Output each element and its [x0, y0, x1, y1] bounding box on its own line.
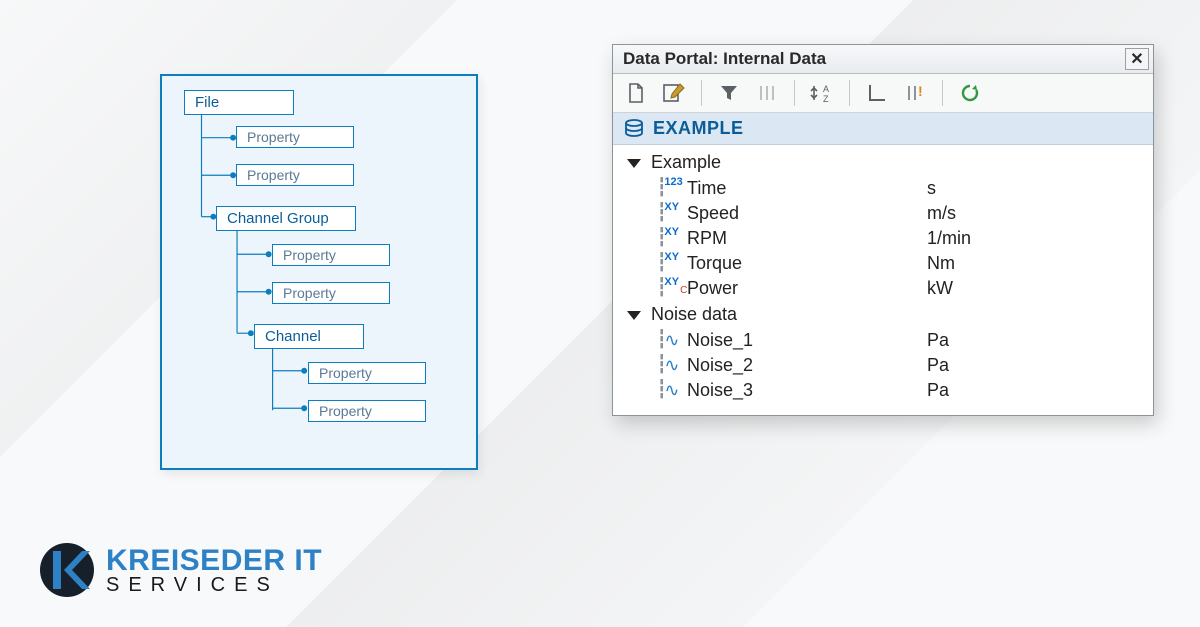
refresh-icon[interactable]	[957, 80, 983, 106]
close-icon: ✕	[1130, 49, 1143, 69]
group-name: Example	[651, 152, 721, 173]
waveform-channel-icon: ▮▮▮∿	[659, 330, 687, 351]
waveform-channel-icon: ▮▮▮∿	[659, 355, 687, 376]
data-portal-panel: Data Portal: Internal Data ✕ AZ !	[612, 44, 1154, 416]
close-button[interactable]: ✕	[1125, 48, 1149, 70]
sort-az-icon[interactable]: AZ	[809, 80, 835, 106]
channel-name: Power	[687, 278, 927, 299]
node-property: Property	[308, 400, 426, 422]
node-file: File	[184, 90, 294, 115]
channel-unit: Pa	[927, 355, 949, 376]
node-channel-group: Channel Group	[216, 206, 356, 231]
validate-icon[interactable]: !	[902, 80, 928, 106]
channel-row[interactable]: ▮▮▮123 Time s	[613, 176, 1153, 201]
channel-name: Noise_3	[687, 380, 927, 401]
channel-name: Speed	[687, 203, 927, 224]
brand-logo: KREISEDER IT SERVICES	[38, 541, 322, 599]
channel-unit: m/s	[927, 203, 956, 224]
axes-icon[interactable]	[864, 80, 890, 106]
node-property: Property	[272, 282, 390, 304]
node-property: Property	[308, 362, 426, 384]
node-property: Property	[272, 244, 390, 266]
channel-tree: Example ▮▮▮123 Time s ▮▮▮XY Speed m/s ▮▮…	[613, 145, 1153, 415]
hierarchy-diagram: File Property Property Channel Group Pro…	[160, 74, 478, 470]
filter-icon[interactable]	[716, 80, 742, 106]
svg-text:!: !	[918, 83, 923, 99]
channel-row[interactable]: ▮▮▮∿ Noise_2 Pa	[613, 353, 1153, 378]
channel-row[interactable]: ▮▮▮XYC Power kW	[613, 276, 1153, 301]
channel-name: Torque	[687, 253, 927, 274]
logo-line1: KREISEDER IT	[106, 547, 322, 574]
logo-line2: SERVICES	[106, 576, 322, 594]
channel-unit: kW	[927, 278, 953, 299]
group-header[interactable]: Example	[613, 149, 1153, 176]
toolbar-separator	[849, 80, 850, 106]
database-icon	[623, 119, 645, 139]
channel-unit: s	[927, 178, 936, 199]
numeric-channel-icon: ▮▮▮123	[659, 178, 687, 199]
panel-titlebar[interactable]: Data Portal: Internal Data ✕	[613, 45, 1153, 74]
edit-icon[interactable]	[661, 80, 687, 106]
group-name: Noise data	[651, 304, 737, 325]
xy-channel-icon: ▮▮▮XY	[659, 203, 687, 224]
columns-icon[interactable]	[754, 80, 780, 106]
node-property: Property	[236, 164, 354, 186]
channel-unit: Pa	[927, 380, 949, 401]
node-property: Property	[236, 126, 354, 148]
collapse-icon	[627, 311, 641, 320]
waveform-channel-icon: ▮▮▮∿	[659, 380, 687, 401]
channel-name: Noise_2	[687, 355, 927, 376]
svg-text:A: A	[823, 84, 829, 94]
xy-channel-icon: ▮▮▮XY	[659, 253, 687, 274]
toolbar: AZ !	[613, 74, 1153, 113]
xyc-channel-icon: ▮▮▮XYC	[659, 278, 687, 299]
new-file-icon[interactable]	[623, 80, 649, 106]
channel-row[interactable]: ▮▮▮XY Speed m/s	[613, 201, 1153, 226]
channel-name: Noise_1	[687, 330, 927, 351]
database-label: EXAMPLE	[653, 118, 744, 139]
channel-row[interactable]: ▮▮▮∿ Noise_3 Pa	[613, 378, 1153, 403]
database-header[interactable]: EXAMPLE	[613, 113, 1153, 145]
toolbar-separator	[942, 80, 943, 106]
toolbar-separator	[701, 80, 702, 106]
channel-name: RPM	[687, 228, 927, 249]
channel-unit: Pa	[927, 330, 949, 351]
channel-row[interactable]: ▮▮▮XY RPM 1/min	[613, 226, 1153, 251]
channel-row[interactable]: ▮▮▮∿ Noise_1 Pa	[613, 328, 1153, 353]
group-header[interactable]: Noise data	[613, 301, 1153, 328]
panel-title: Data Portal: Internal Data	[623, 49, 826, 69]
xy-channel-icon: ▮▮▮XY	[659, 228, 687, 249]
channel-name: Time	[687, 178, 927, 199]
channel-unit: 1/min	[927, 228, 971, 249]
collapse-icon	[627, 159, 641, 168]
channel-unit: Nm	[927, 253, 955, 274]
logo-mark-icon	[38, 541, 96, 599]
node-channel: Channel	[254, 324, 364, 349]
channel-row[interactable]: ▮▮▮XY Torque Nm	[613, 251, 1153, 276]
svg-text:Z: Z	[823, 94, 829, 104]
toolbar-separator	[794, 80, 795, 106]
